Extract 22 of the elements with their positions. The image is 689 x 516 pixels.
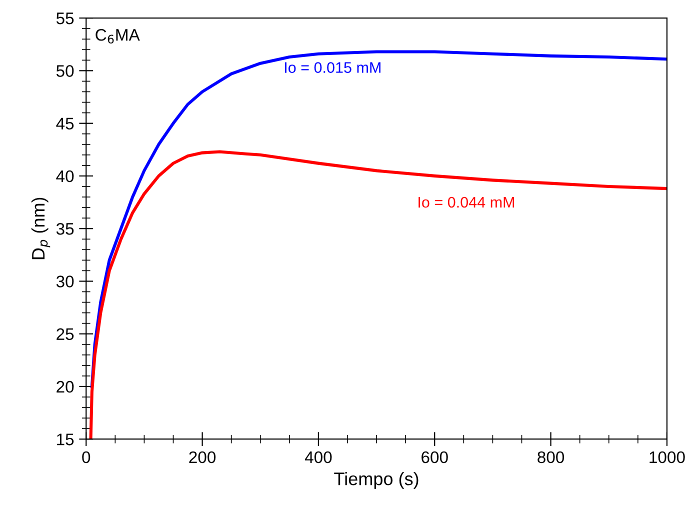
x-axis-title: Tiempo (s): [334, 472, 418, 489]
x-tick-label: 800: [538, 451, 564, 464]
y-axis-title: D$_{p}$ (nm): [31, 198, 50, 260]
x-tick-label: 200: [189, 451, 216, 464]
series-label: Io = 0.015 mM: [285, 62, 380, 73]
x-tick-label: 400: [304, 451, 332, 464]
y-tick-label: 20: [56, 380, 74, 393]
y-tick-label: 30: [56, 276, 74, 288]
x-tick-label: 1000: [650, 451, 685, 464]
y-tick-label: 50: [56, 65, 74, 77]
y-tick-label: 15: [57, 434, 74, 446]
y-tick-label: 35: [56, 222, 74, 235]
y-tick-label: 25: [56, 328, 74, 340]
line-series: [90, 50, 667, 388]
y-tick-label: 45: [56, 118, 74, 130]
x-tick-label: 0: [82, 451, 90, 464]
y-tick-label: 40: [56, 170, 74, 182]
annotation: C$_{6}$MA: [96, 29, 140, 44]
series-label: Io = 0.044 mM: [418, 196, 514, 208]
line-series: [89, 150, 667, 440]
x-tick-label: 600: [422, 451, 448, 464]
y-tick-label: 55: [56, 12, 74, 24]
